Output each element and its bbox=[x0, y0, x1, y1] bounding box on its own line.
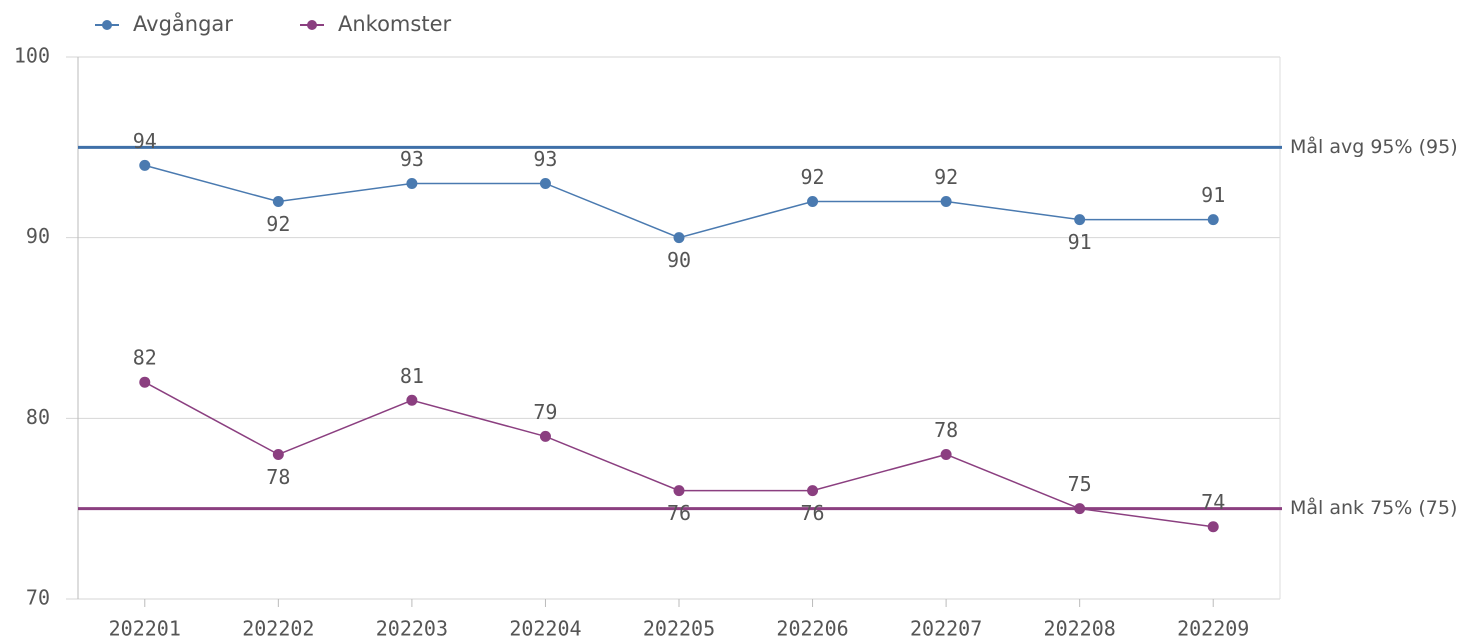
y-tick-label: 100 bbox=[14, 44, 50, 68]
data-label: 81 bbox=[400, 364, 424, 388]
data-label: 82 bbox=[133, 346, 157, 370]
point bbox=[807, 485, 819, 497]
point bbox=[807, 196, 819, 208]
point bbox=[1074, 503, 1086, 515]
x-tick-label: 202203 bbox=[376, 617, 448, 641]
x-tick-label: 202205 bbox=[643, 617, 715, 641]
data-label: 92 bbox=[801, 165, 825, 189]
y-tick-label: 70 bbox=[26, 586, 50, 610]
legend-marker bbox=[102, 20, 112, 30]
point bbox=[272, 448, 284, 460]
data-label: 90 bbox=[667, 248, 691, 272]
data-label: 91 bbox=[1201, 183, 1225, 207]
point bbox=[539, 177, 551, 189]
data-label: 93 bbox=[400, 147, 424, 171]
x-tick-label: 202206 bbox=[776, 617, 848, 641]
point bbox=[406, 177, 418, 189]
x-tick-label: 202208 bbox=[1044, 617, 1116, 641]
reference-label: Mål avg 95% (95) bbox=[1290, 135, 1458, 158]
point bbox=[1207, 214, 1219, 226]
reference-label: Mål ank 75% (75) bbox=[1290, 496, 1457, 519]
y-tick-label: 80 bbox=[26, 405, 50, 429]
data-label: 92 bbox=[266, 212, 290, 236]
data-label: 94 bbox=[133, 129, 157, 153]
data-label: 91 bbox=[1068, 230, 1092, 254]
data-label: 79 bbox=[533, 400, 557, 424]
point bbox=[539, 430, 551, 442]
x-tick-label: 202207 bbox=[910, 617, 982, 641]
point bbox=[272, 196, 284, 208]
data-label: 76 bbox=[667, 501, 691, 525]
data-label: 92 bbox=[934, 165, 958, 189]
x-tick-label: 202202 bbox=[242, 617, 314, 641]
data-label: 78 bbox=[266, 465, 290, 489]
point bbox=[940, 448, 952, 460]
data-label: 74 bbox=[1201, 490, 1225, 514]
data-label: 78 bbox=[934, 418, 958, 442]
point bbox=[673, 232, 685, 244]
x-tick-label: 202201 bbox=[109, 617, 181, 641]
data-label: 75 bbox=[1068, 472, 1092, 496]
y-tick-label: 90 bbox=[26, 224, 50, 248]
data-label: 76 bbox=[801, 501, 825, 525]
point bbox=[673, 485, 685, 497]
series-line bbox=[144, 164, 1214, 239]
point bbox=[406, 394, 418, 406]
point bbox=[940, 196, 952, 208]
point bbox=[1074, 214, 1086, 226]
legend-marker bbox=[307, 20, 317, 30]
data-label: 93 bbox=[533, 147, 557, 171]
x-tick-label: 202204 bbox=[509, 617, 581, 641]
legend-label: Avgångar bbox=[133, 11, 233, 36]
point bbox=[139, 159, 151, 171]
legend-label: Ankomster bbox=[338, 12, 451, 36]
x-tick-label: 202209 bbox=[1177, 617, 1249, 641]
point bbox=[139, 376, 151, 388]
point bbox=[1207, 521, 1219, 533]
